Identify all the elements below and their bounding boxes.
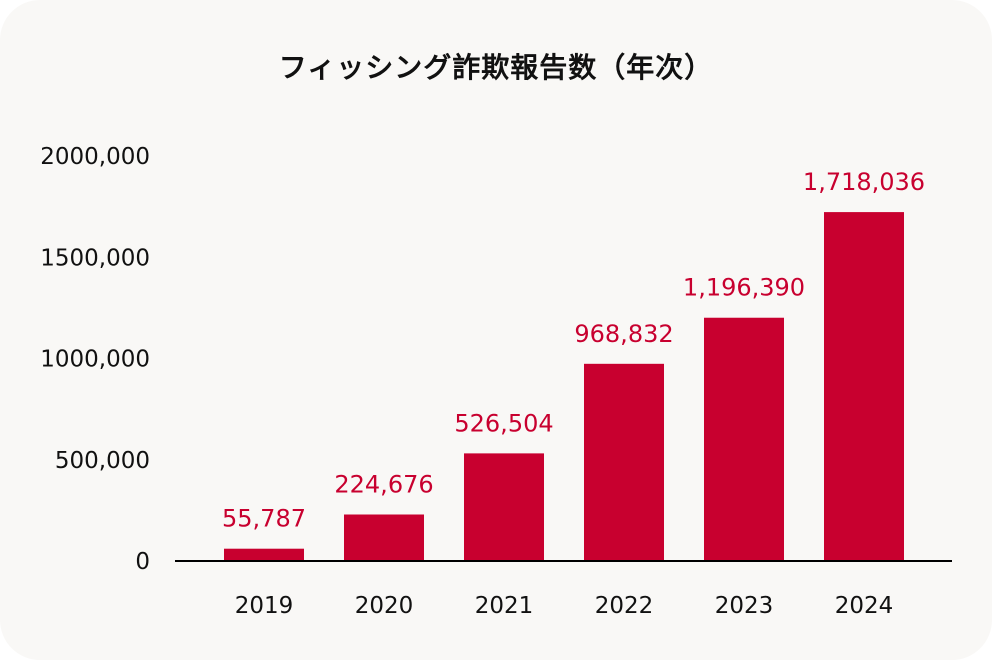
x-tick-label: 2020 [355,593,414,619]
x-tick-label: 2024 [835,593,894,619]
data-label-2021: 526,504 [454,409,553,437]
chart-title: フィッシング詐欺報告数（年次） [278,51,714,84]
bar-2020 [344,514,424,560]
x-tick-label: 2022 [595,593,654,619]
bar-2022 [584,363,664,560]
y-tick-label: 1000,000 [40,347,150,373]
bar-2024 [824,212,904,560]
y-tick-label: 2000,000 [40,144,150,170]
data-label-2023: 1,196,390 [683,274,805,302]
x-tick-label: 2019 [235,593,294,619]
y-tick-label: 0 [135,549,150,575]
y-tick-label: 1500,000 [40,245,150,271]
data-label-2022: 968,832 [574,320,673,348]
data-label-2019: 55,787 [222,505,306,533]
data-label-2024: 1,718,036 [803,168,925,196]
x-tick-label: 2023 [715,593,774,619]
bar-2023 [704,317,784,560]
bar-2019 [224,548,304,560]
y-tick-label: 500,000 [55,448,150,474]
data-label-2020: 224,676 [334,471,433,499]
x-tick-label: 2021 [475,593,534,619]
bar-2021 [464,453,544,560]
